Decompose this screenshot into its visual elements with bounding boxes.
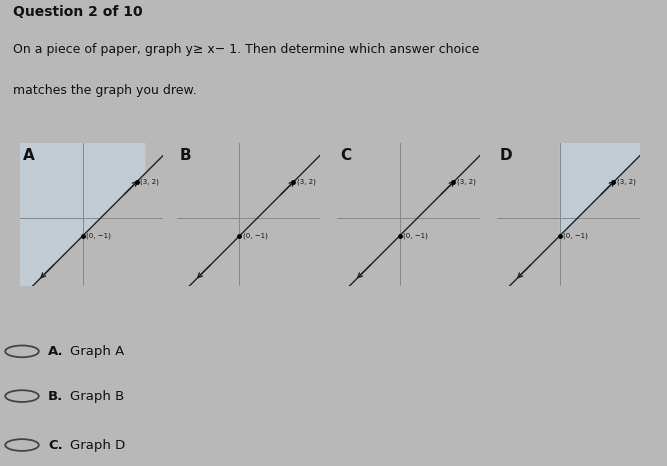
Polygon shape [560, 143, 640, 236]
Text: Graph D: Graph D [70, 439, 125, 452]
Text: B: B [180, 148, 191, 163]
Text: (3, 2): (3, 2) [140, 179, 159, 185]
Text: (3, 2): (3, 2) [297, 179, 315, 185]
Text: D: D [500, 148, 512, 163]
Text: (3, 2): (3, 2) [457, 179, 476, 185]
Text: A.: A. [48, 345, 63, 358]
Text: A: A [23, 148, 35, 163]
Text: C: C [340, 148, 352, 163]
Text: (0, −1): (0, −1) [243, 233, 268, 239]
Text: (0, −1): (0, −1) [403, 233, 428, 239]
Text: B.: B. [48, 390, 63, 403]
Text: Graph B: Graph B [70, 390, 124, 403]
Text: Question 2 of 10: Question 2 of 10 [13, 5, 143, 19]
Text: C.: C. [48, 439, 63, 452]
Text: Graph A: Graph A [70, 345, 124, 358]
Polygon shape [20, 143, 145, 299]
Text: (0, −1): (0, −1) [563, 233, 588, 239]
Text: (3, 2): (3, 2) [617, 179, 636, 185]
Text: matches the graph you drew.: matches the graph you drew. [13, 84, 197, 97]
Text: On a piece of paper, graph y≥ x− 1. Then determine which answer choice: On a piece of paper, graph y≥ x− 1. Then… [13, 43, 480, 56]
Text: (0, −1): (0, −1) [86, 233, 111, 239]
